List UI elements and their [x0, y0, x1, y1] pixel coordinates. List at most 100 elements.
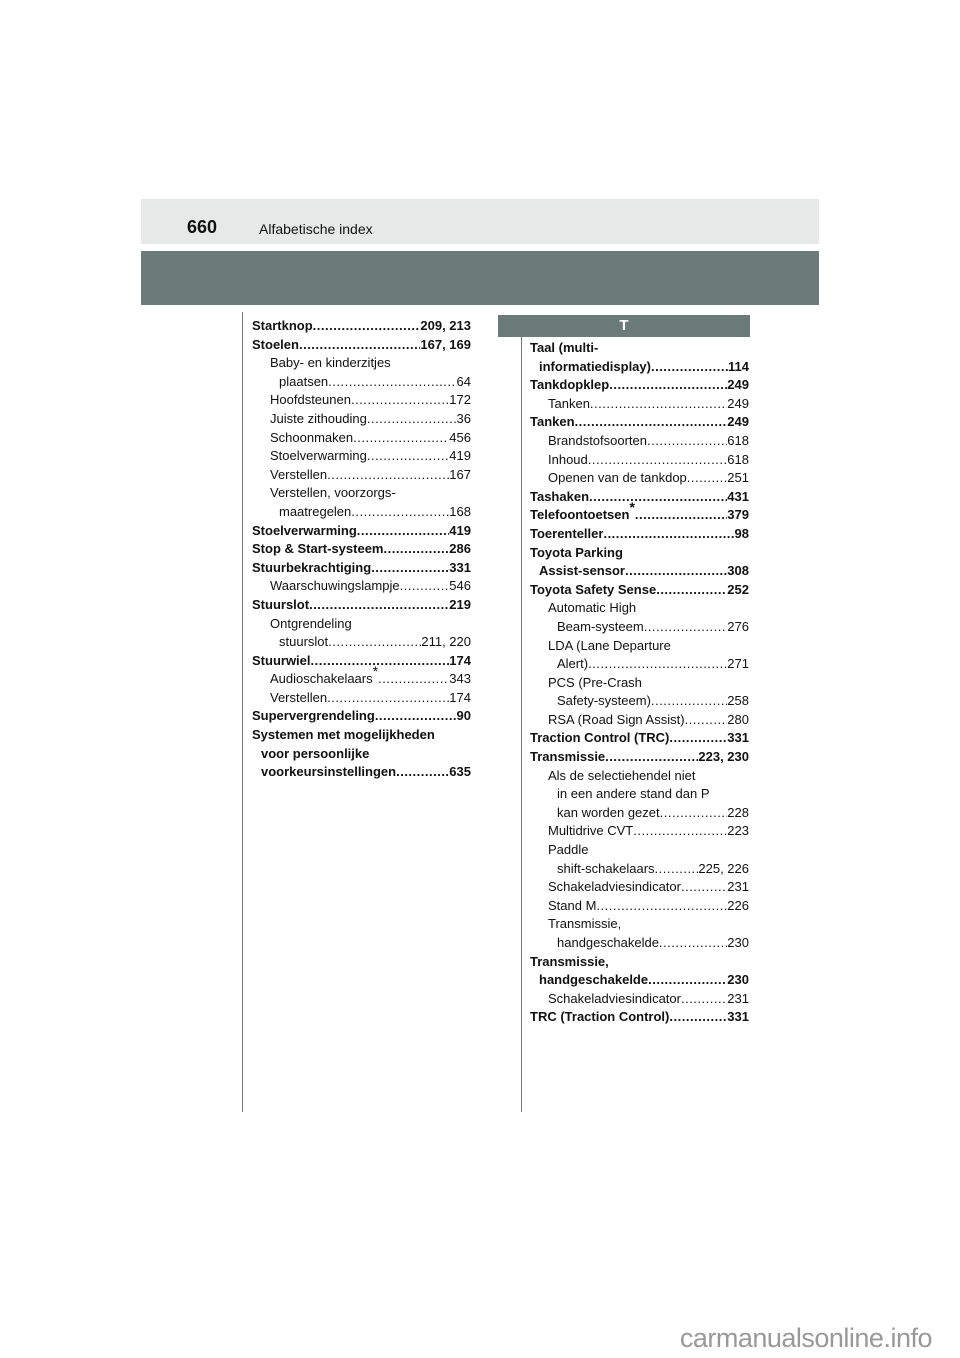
entry-text: Hoofdsteunen: [270, 392, 351, 408]
entry-text: Assist-sensor: [539, 563, 625, 579]
entry-text: Automatic High: [548, 600, 637, 616]
entry-text: Tanken: [548, 395, 590, 411]
index-entry: Transmissie,: [530, 915, 749, 934]
index-entry: maatregelen 168: [252, 503, 471, 522]
dot-leader: [351, 503, 449, 522]
dot-leader: [588, 655, 727, 674]
entry-text: Transmissie,: [530, 953, 609, 969]
page-reference: 331: [727, 730, 749, 746]
dot-leader: [327, 689, 449, 708]
index-entry: stuurslot 211, 220: [252, 633, 471, 652]
entry-text: in een andere stand dan P: [557, 786, 710, 802]
entry-text: RSA (Road Sign Assist): [548, 711, 685, 727]
page-reference: 168: [449, 503, 471, 519]
page-reference: 258: [727, 693, 749, 709]
entry-text: handgeschakelde: [557, 935, 659, 950]
entry-text: Baby- en kinderzitjes: [270, 355, 391, 371]
index-entry: Multidrive CVT 223: [530, 822, 749, 841]
index-entry: Toyota Safety Sense 252: [530, 581, 749, 600]
page-reference: 280: [727, 711, 749, 727]
entry-text: Juiste zithouding: [270, 410, 367, 426]
entry-text: Tanken: [530, 414, 575, 430]
dot-leader: [575, 413, 728, 432]
entry-text: Safety-systeem): [557, 693, 651, 709]
index-entry: Schoonmaken 456: [252, 429, 471, 448]
page-reference: 226: [727, 897, 749, 913]
index-entry: Stuurwiel 174: [252, 652, 471, 671]
entry-text: Transmissie: [530, 749, 606, 765]
index-entry: voorkeursinstellingen 635: [252, 763, 471, 782]
dot-leader: [328, 373, 456, 392]
entry-text: Alert): [557, 656, 589, 672]
entry-text: Stoelen: [252, 336, 299, 352]
dot-leader: [603, 525, 734, 544]
dot-leader: [681, 990, 727, 1009]
section-title: Alfabetische index: [259, 221, 373, 237]
dot-leader: [299, 336, 420, 355]
index-entry: Stand M 226: [530, 897, 749, 916]
page-reference: 223: [727, 823, 749, 839]
index-entry: Automatic High: [530, 599, 749, 618]
page-reference: 331: [449, 559, 471, 575]
dot-leader: [327, 466, 449, 485]
index-entry: Openen van de tankdop 251: [530, 469, 749, 488]
entry-text: Schakeladviesindicator: [548, 990, 681, 1006]
page-reference: 225, 226: [698, 860, 749, 876]
dot-leader: [396, 763, 449, 782]
index-entry: shift-schakelaars 225, 226: [530, 860, 749, 879]
dot-leader: [367, 447, 449, 466]
index-entry: Ontgrendeling: [252, 615, 471, 634]
entry-text: Inhoud: [548, 451, 588, 467]
index-entry: Audioschakelaars* 343: [252, 664, 471, 689]
index-entry: Alert) 271: [530, 655, 749, 674]
dot-leader: [651, 358, 728, 377]
entry-text: Stuurbekrachtiging: [252, 559, 372, 575]
entry-text: Verstellen: [270, 466, 328, 482]
index-entry: Transmissie,: [530, 953, 749, 972]
index-entry: Startknop 209, 213: [252, 317, 471, 336]
entry-text: Stuurwiel: [252, 652, 311, 668]
index-entry: Assist-sensor 308: [530, 562, 749, 581]
index-entry: Baby- en kinderzitjes: [252, 354, 471, 373]
page-reference: 249: [727, 377, 749, 393]
entry-text: Paddle: [548, 842, 589, 858]
page-number: 660: [187, 217, 218, 237]
page-reference: 249: [727, 395, 749, 411]
index-entry: Telefoontoetsen* 379: [530, 500, 749, 525]
dot-leader: [378, 670, 449, 689]
index-entry: Verstellen 167: [252, 466, 471, 485]
page-reference: 343: [449, 671, 471, 687]
page-reference: 209, 213: [420, 318, 471, 333]
page-reference: 174: [449, 652, 471, 668]
dot-leader: [647, 432, 727, 451]
page-header: 660 Alfabetische index: [141, 199, 819, 244]
index-entry: Transmissie 223, 230: [530, 748, 749, 767]
index-entry: in een andere stand dan P: [530, 785, 749, 804]
index-entry: Schakeladviesindicator 231: [530, 990, 749, 1009]
entry-text: Stop & Start-systeem: [252, 541, 384, 557]
dot-leader: [644, 618, 728, 637]
index-entry: Tanken 249: [530, 395, 749, 414]
page-reference: 419: [449, 522, 471, 538]
index-entry: Stop & Start-systeem 286: [252, 540, 471, 559]
entry-text: Schoonmaken: [270, 429, 354, 445]
entry-text: kan worden gezet: [557, 804, 660, 820]
index-entry: Tankdopklep 249: [530, 376, 749, 395]
page-reference: 228: [727, 804, 749, 820]
index-entry: Schakeladviesindicator 231: [530, 878, 749, 897]
index-entry: handgeschakelde 230: [530, 934, 749, 953]
index-entry: Juiste zithouding 36: [252, 410, 471, 429]
dot-leader: [669, 729, 727, 748]
entry-text: maatregelen: [279, 503, 352, 519]
dot-leader: [351, 391, 449, 410]
dot-leader: [656, 581, 727, 600]
index-entry: Tashaken 431: [530, 488, 749, 507]
index-entry: Paddle: [530, 841, 749, 860]
page-reference: 276: [727, 618, 749, 634]
dot-leader: [357, 522, 450, 541]
dot-leader: [309, 596, 449, 615]
index-entry: TRC (Traction Control) 331: [530, 1008, 749, 1027]
index-entry: Stoelverwarming 419: [252, 522, 471, 541]
entry-text: Startknop: [252, 318, 313, 333]
page-reference: 251: [727, 470, 749, 486]
